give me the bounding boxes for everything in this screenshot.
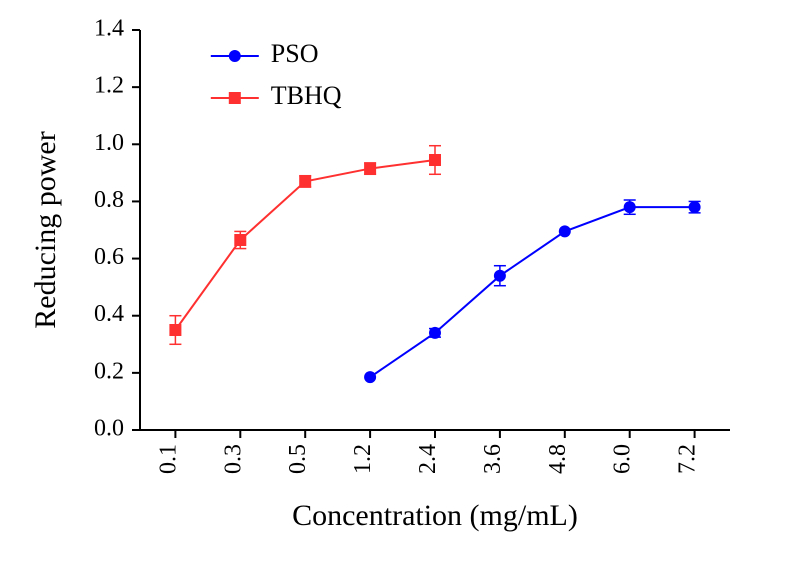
x-tick-label: 0.5 — [285, 444, 311, 474]
y-tick-label: 0.4 — [94, 301, 124, 327]
y-axis-label: Reducing power — [29, 131, 62, 328]
x-tick-label: 4.8 — [545, 444, 571, 474]
x-tick-label: 0.3 — [220, 444, 246, 474]
reducing-power-chart: 0.0 0.2 0.4 0.6 0.8 1.0 1.2 1.4 0.1 0.3 0.5 1.2 2.4 3… — [0, 0, 800, 565]
x-tick-label: 0.1 — [155, 444, 181, 474]
y-tick-label: 1.2 — [94, 73, 124, 99]
x-tick-label: 3.6 — [480, 444, 506, 474]
marker-square — [429, 154, 441, 166]
y-tick-label: 1.0 — [94, 130, 124, 156]
marker-square — [299, 175, 311, 187]
x-tick-label: 6.0 — [610, 444, 636, 474]
y-tick-label: 0.6 — [94, 244, 124, 270]
legend-label: PSO — [271, 39, 319, 68]
marker-circle — [429, 327, 441, 339]
x-axis-label: Concentration (mg/mL) — [292, 499, 578, 532]
marker-circle — [624, 201, 636, 213]
x-tick-label: 2.4 — [415, 444, 441, 474]
marker-square — [234, 234, 246, 246]
x-tick-label: 7.2 — [675, 444, 701, 474]
legend-marker — [229, 50, 241, 62]
marker-circle — [364, 371, 376, 383]
marker-square — [364, 163, 376, 175]
marker-circle — [494, 270, 506, 282]
marker-circle — [689, 201, 701, 213]
chart-container: 0.0 0.2 0.4 0.6 0.8 1.0 1.2 1.4 0.1 0.3 0.5 1.2 2.4 3… — [0, 0, 800, 565]
series-line-PSO — [370, 207, 694, 377]
y-tick-label: 0.0 — [94, 416, 124, 442]
marker-circle — [559, 225, 571, 237]
y-tick-label: 0.2 — [94, 358, 124, 384]
y-tick-label: 0.8 — [94, 187, 124, 213]
marker-square — [169, 324, 181, 336]
y-tick-label: 1.4 — [94, 16, 124, 42]
legend-marker — [229, 92, 241, 104]
legend-label: TBHQ — [271, 81, 342, 110]
x-tick-label: 1.2 — [350, 444, 376, 474]
